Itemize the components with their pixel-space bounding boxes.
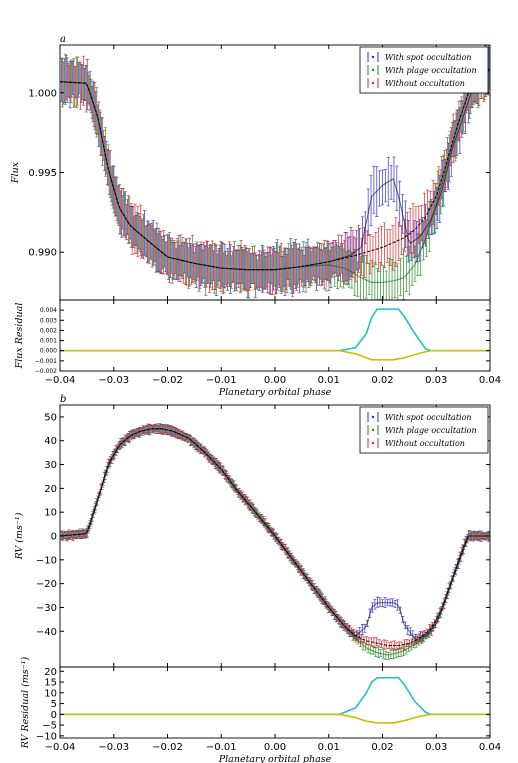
- rv-legend-box: [359, 406, 489, 454]
- rv_residual-ytick-label: −5: [42, 721, 57, 732]
- flux_residual-xlabel: Planetary orbital phase: [218, 387, 332, 398]
- flux-ylabel: Flux: [10, 161, 21, 184]
- rv_residual-series-0: [60, 676, 490, 716]
- rv_residual-xtick-label: −0.03: [98, 742, 129, 753]
- rv_residual-xtick-label: −0.04: [45, 742, 76, 753]
- flux-plot-area: [60, 45, 490, 300]
- rv_residual-xtick-label: 0.02: [371, 742, 393, 753]
- flux-model-2: [60, 68, 490, 271]
- rv-legend-dot: [371, 441, 375, 445]
- rv_residual-xtick-label: −0.02: [152, 742, 183, 753]
- flux-legend-label: Without occultation: [385, 79, 465, 88]
- flux_residual-xtick-label: 0.03: [425, 375, 447, 386]
- flux_residual-xtick-label: −0.01: [206, 375, 237, 386]
- rv_residual-panel: −0.04 −0.03 −0.02 −0.01 0.00 0.01 0.02 0.03 0.04…: [20, 657, 501, 763]
- flux-legend-box: [359, 46, 489, 94]
- rv_residual-line-0: [60, 676, 490, 716]
- flux-legend-dot: [371, 68, 375, 72]
- rv_residual-xtick-label: 0.03: [425, 742, 447, 753]
- flux-legend: With spot occultation With plage occultat…: [359, 46, 489, 94]
- rv_residual-ytick-label: −10: [36, 731, 57, 742]
- flux-legend-label: With spot occultation: [385, 53, 472, 62]
- flux_residual-ylabel: Flux Residual: [14, 303, 25, 370]
- flux_residual-line-0: [60, 308, 490, 352]
- rv_residual-plot-area: [60, 676, 490, 724]
- rv-ytick-label: −40: [36, 627, 57, 638]
- rv-legend-label: With plage occultation: [385, 426, 477, 435]
- flux_residual-ytick-label: 0.002: [40, 327, 57, 334]
- rv_residual-xtick-label: −0.01: [206, 742, 237, 753]
- rv-ytick-label: 10: [44, 508, 57, 519]
- rv_residual-xtick-label: 0.04: [479, 742, 501, 753]
- rv_residual-ytick-label: 10: [44, 688, 57, 699]
- rv-series-0: [60, 423, 490, 643]
- flux-panel-letter: a: [60, 34, 66, 45]
- flux-ytick-label: 1.000: [28, 88, 57, 99]
- rv-ytick-label: 40: [44, 436, 57, 447]
- rv-legend-label: With spot occultation: [385, 413, 472, 422]
- flux-panel: 0.990 0.995 1.000 Flux a With spot occultatio…: [10, 34, 491, 301]
- flux-ytick-label: 0.995: [28, 168, 57, 179]
- flux-model-1: [60, 68, 490, 284]
- rv-ytick-label: −20: [36, 579, 57, 590]
- rv_residual-frame: [59, 666, 491, 739]
- rv_residual-ytick-label: 0: [51, 710, 57, 721]
- flux_residual-series-0: [60, 308, 490, 352]
- rv-ytick-label: −30: [36, 603, 57, 614]
- rv_residual-xtick-label: 0.00: [264, 742, 286, 753]
- flux_residual-plot-area: [60, 308, 490, 361]
- flux_residual-ytick-label: 0.004: [40, 307, 57, 314]
- flux_residual-xtick-label: −0.04: [45, 375, 76, 386]
- flux_residual-ytick-label: −0.002: [35, 368, 57, 375]
- flux-legend-dot: [371, 81, 375, 85]
- rv_residual-series-1: [60, 713, 490, 724]
- rv_residual-ylabel: RV Residual (ms⁻¹): [20, 657, 31, 750]
- rv-ytick-label: 30: [44, 460, 57, 471]
- flux-legend-dot: [371, 55, 375, 59]
- flux-ytick-label: 0.990: [28, 248, 57, 259]
- rv-panel-letter: b: [60, 394, 66, 405]
- rv-ytick-label: 0: [51, 532, 57, 543]
- rv_residual-xtick-label: 0.01: [318, 742, 340, 753]
- rv-legend: With spot occultation With plage occultat…: [359, 406, 489, 454]
- flux_residual-xtick-label: −0.02: [152, 375, 183, 386]
- flux_residual-xtick-label: 0.00: [264, 375, 286, 386]
- rv_residual-ytick-label: 5: [51, 699, 57, 710]
- rv-series-2: [61, 423, 490, 651]
- rv-legend-dot: [371, 428, 375, 432]
- rv_residual-xlabel: Planetary orbital phase: [218, 754, 332, 763]
- flux_residual-xtick-label: 0.04: [479, 375, 501, 386]
- flux_residual-xtick-label: 0.02: [371, 375, 393, 386]
- flux_residual-xtick-label: 0.01: [318, 375, 340, 386]
- rv-ytick-label: 50: [44, 412, 57, 423]
- flux_residual-ytick-label: 0.000: [40, 348, 57, 355]
- rv-ytick-label: 20: [44, 484, 57, 495]
- rv-plot-area: [60, 423, 490, 660]
- rv_residual-ytick-label: 15: [44, 678, 57, 689]
- flux_residual-ytick-label: 0.003: [40, 317, 57, 324]
- flux_residual-series-1: [60, 349, 490, 361]
- flux_residual-ytick-label: −0.001: [35, 358, 57, 365]
- rv_residual-ytick-label: 20: [44, 667, 57, 678]
- flux_residual-line-1: [60, 349, 490, 361]
- flux_residual-xtick-label: −0.03: [98, 375, 129, 386]
- flux_residual-frame: [59, 299, 491, 372]
- rv-model-2: [60, 428, 490, 647]
- rv_residual-line-1: [60, 713, 490, 724]
- rv-model-0: [60, 428, 490, 640]
- rv-ytick-label: −10: [36, 555, 57, 566]
- flux_residual-panel: −0.04 −0.03 −0.02 −0.01 0.00 0.01 0.02 0.03 0.04…: [14, 299, 501, 398]
- rv-legend-dot: [371, 415, 375, 419]
- flux_residual-ytick-label: 0.001: [40, 338, 57, 345]
- rv-legend-label: Without occultation: [385, 439, 465, 448]
- rv-ylabel: RV (ms⁻¹): [14, 512, 25, 560]
- rv-panel: −40 −30 −20 −10 0 10 20 30 40 50 RV (ms⁻¹) b With sp…: [14, 394, 491, 668]
- flux-legend-label: With plage occultation: [385, 66, 477, 75]
